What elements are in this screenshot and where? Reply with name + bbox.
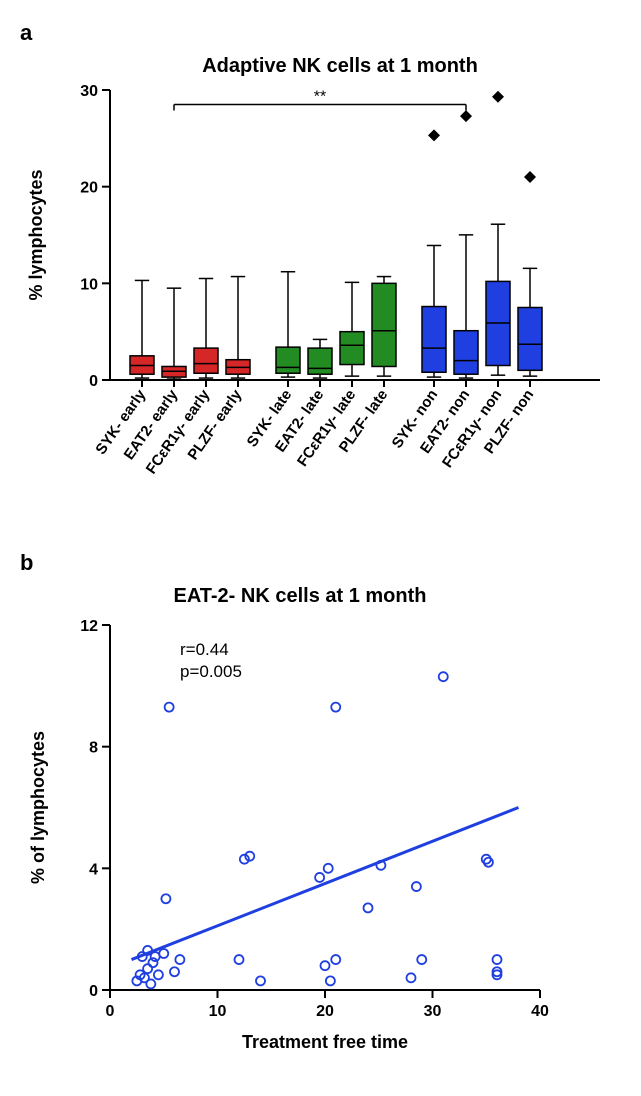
svg-text:0: 0	[89, 373, 98, 390]
svg-text:30: 30	[424, 1003, 442, 1020]
svg-text:Adaptive NK cells at 1 month: Adaptive NK cells at 1 month	[202, 55, 478, 77]
scatter-chart-b: EAT-2- NK cells at 1 month 0 4 8 12 0 10 20 30 40…	[20, 580, 560, 1060]
svg-text:p=0.005: p=0.005	[180, 662, 242, 681]
svg-text:40: 40	[531, 1003, 549, 1020]
svg-text:4: 4	[89, 861, 98, 878]
svg-text:30: 30	[80, 83, 98, 100]
svg-text:12: 12	[80, 618, 98, 635]
svg-text:20: 20	[316, 1003, 334, 1020]
svg-text:r=0.44: r=0.44	[180, 640, 229, 659]
boxplot-chart-a: Adaptive NK cells at 1 month 0 10 20 30 % lym…	[20, 50, 620, 540]
svg-text:% lymphocytes: % lymphocytes	[26, 169, 46, 300]
svg-text:8: 8	[89, 740, 98, 757]
panel-label-b: b	[20, 550, 641, 576]
svg-text:0: 0	[89, 983, 98, 1000]
svg-text:10: 10	[209, 1003, 227, 1020]
panel-label-a: a	[20, 20, 641, 46]
svg-text:Treatment free time: Treatment free time	[242, 1032, 408, 1052]
svg-text:0: 0	[106, 1003, 115, 1020]
svg-text:EAT-2- NK cells at 1 month: EAT-2- NK cells at 1 month	[173, 585, 426, 607]
svg-text:20: 20	[80, 180, 98, 197]
svg-text:10: 10	[80, 276, 98, 293]
svg-text:% of lymphocytes: % of lymphocytes	[28, 731, 48, 884]
svg-text:**: **	[314, 89, 326, 106]
